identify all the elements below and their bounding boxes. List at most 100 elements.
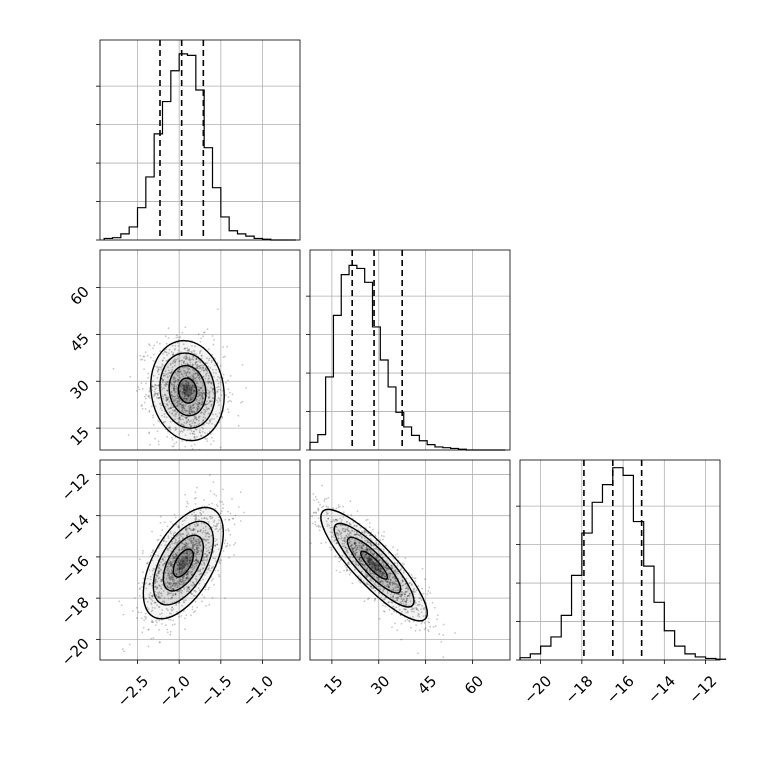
scatter-point: [198, 389, 201, 392]
scatter-point: [187, 395, 190, 398]
scatter-point: [150, 637, 153, 640]
scatter-point: [355, 551, 358, 554]
scatter-point: [158, 596, 160, 599]
scatter-point: [180, 533, 183, 535]
scatter-point: [183, 566, 185, 569]
scatter-point: [185, 387, 188, 390]
scatter-point: [391, 601, 394, 604]
scatter-point: [194, 416, 197, 418]
scatter-point: [156, 586, 159, 589]
scatter-point: [370, 543, 372, 545]
scatter-point: [375, 557, 378, 560]
scatter-point: [241, 400, 244, 403]
scatter-point: [181, 408, 184, 411]
scatter-point: [234, 514, 237, 517]
scatter-point: [192, 388, 195, 391]
scatter-point: [183, 384, 185, 387]
scatter-point: [207, 531, 209, 534]
scatter-point: [188, 350, 191, 352]
scatter-point: [175, 555, 178, 558]
scatter-point: [187, 382, 190, 384]
scatter-point: [185, 372, 187, 374]
scatter-point: [173, 390, 176, 392]
scatter-point: [196, 560, 199, 562]
scatter-point: [160, 592, 163, 595]
scatter-point: [171, 404, 173, 407]
scatter-point: [208, 348, 210, 350]
scatter-point: [376, 548, 379, 551]
x-tick-label: 45: [414, 672, 440, 698]
scatter-point: [171, 606, 174, 608]
scatter-point: [193, 532, 196, 535]
scatter-point: [120, 604, 123, 607]
scatter-point: [366, 574, 369, 577]
scatter-point: [185, 557, 188, 559]
scatter-point: [169, 582, 172, 584]
scatter-point: [326, 523, 329, 525]
scatter-point: [391, 567, 394, 570]
scatter-point: [189, 529, 192, 532]
scatter-point: [381, 571, 384, 574]
scatter-point: [365, 548, 368, 550]
scatter-point: [361, 570, 363, 573]
scatter-point: [216, 524, 218, 527]
scatter-point: [145, 597, 148, 600]
scatter-point: [150, 356, 152, 359]
scatter-point: [374, 564, 376, 567]
scatter-point: [360, 546, 363, 549]
scatter-point: [365, 519, 367, 522]
scatter-point: [147, 628, 150, 631]
scatter-point: [382, 610, 385, 612]
scatter-point: [211, 390, 214, 392]
scatter-point: [172, 608, 175, 610]
scatter-point: [365, 539, 368, 542]
scatter-point: [150, 595, 153, 597]
scatter-point: [388, 581, 391, 584]
scatter-point: [186, 573, 189, 575]
scatter-point: [194, 352, 196, 355]
scatter-point: [373, 562, 376, 565]
scatter-point: [179, 390, 182, 393]
scatter-point: [346, 528, 349, 531]
scatter-point: [355, 544, 357, 547]
scatter-point: [167, 549, 169, 551]
scatter-point: [205, 517, 208, 520]
scatter-point: [188, 550, 191, 552]
scatter-point: [198, 365, 201, 368]
scatter-point: [196, 544, 199, 547]
scatter-point: [174, 360, 177, 363]
scatter-point: [381, 562, 383, 565]
scatter-point: [219, 365, 222, 367]
scatter-point: [307, 519, 309, 521]
scatter-point: [376, 564, 379, 566]
scatter-point: [207, 538, 210, 541]
scatter-point: [167, 369, 170, 372]
scatter-point: [371, 575, 374, 577]
scatter-point: [204, 588, 207, 591]
scatter-point: [172, 406, 175, 409]
scatter-point: [188, 538, 191, 541]
scatter-point: [351, 544, 353, 547]
scatter-point: [212, 578, 214, 580]
scatter-point: [191, 432, 194, 435]
scatter-point: [226, 544, 229, 547]
scatter-point: [207, 382, 210, 385]
scatter-point: [198, 386, 201, 389]
scatter-point: [353, 525, 355, 527]
density-shade: [334, 523, 414, 607]
scatter-point: [175, 334, 178, 337]
scatter-point: [180, 592, 183, 595]
scatter-point: [404, 608, 407, 611]
scatter-point: [161, 359, 164, 362]
scatter-point: [162, 540, 165, 543]
scatter-point: [194, 518, 197, 520]
scatter-point: [340, 559, 342, 561]
scatter-point: [185, 547, 187, 549]
scatter-point: [391, 566, 394, 569]
scatter-point: [329, 527, 332, 529]
scatter-point: [162, 590, 165, 592]
scatter-point: [204, 381, 207, 384]
scatter-point: [165, 540, 168, 543]
scatter-point: [196, 408, 199, 411]
scatter-point: [182, 384, 185, 386]
